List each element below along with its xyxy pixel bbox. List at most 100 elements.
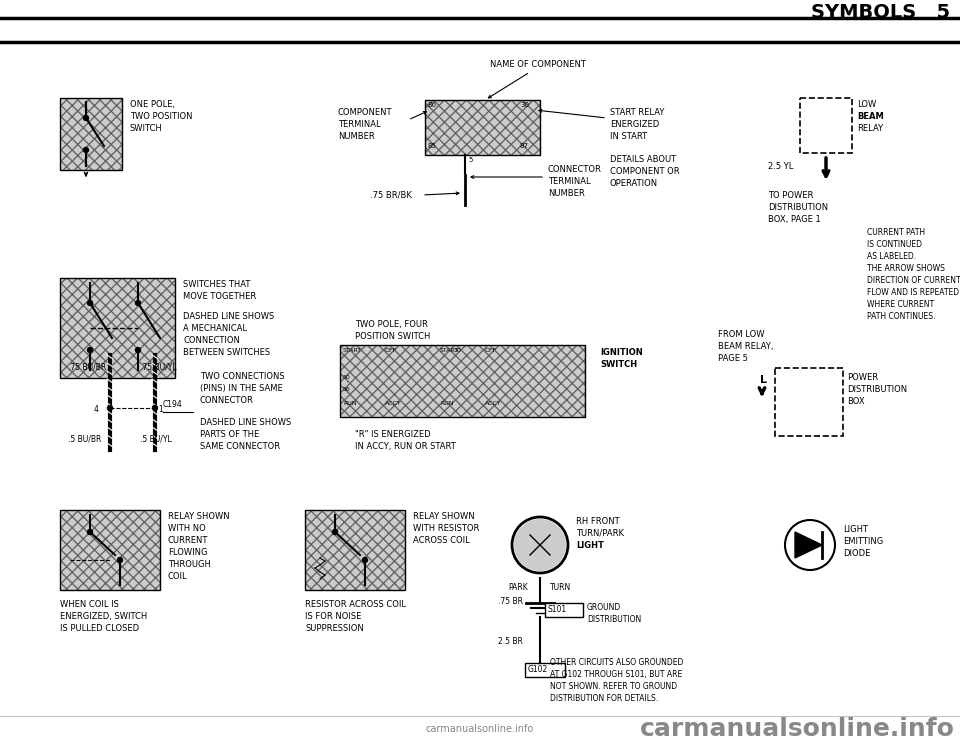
Text: 85: 85: [427, 143, 436, 149]
Bar: [60, 278, 175, 378]
Text: CURRENT: CURRENT: [168, 536, 208, 545]
Text: ENERGIZED, SWITCH: ENERGIZED, SWITCH: [60, 612, 147, 621]
Text: TO POWER: TO POWER: [768, 191, 813, 200]
Text: FLOWING: FLOWING: [168, 548, 207, 557]
Text: SWITCHES THAT: SWITCHES THAT: [183, 280, 251, 289]
Bar: [60, 510, 160, 590]
Text: OPERATION: OPERATION: [610, 179, 659, 188]
Text: RUN: RUN: [440, 401, 453, 406]
Text: THE ARROW SHOWS: THE ARROW SHOWS: [867, 264, 945, 273]
Text: TERMINAL: TERMINAL: [338, 120, 380, 129]
Text: OFF: OFF: [485, 348, 497, 353]
Text: G102: G102: [528, 665, 548, 674]
Text: COMPONENT: COMPONENT: [338, 108, 393, 117]
Text: .5 BU/BR: .5 BU/BR: [68, 435, 102, 444]
Text: carmanualsonline.info: carmanualsonline.info: [640, 717, 955, 741]
Text: C194: C194: [163, 400, 182, 409]
Text: LIGHT: LIGHT: [576, 541, 604, 550]
Text: CONNECTOR: CONNECTOR: [200, 396, 253, 405]
Text: .75 BU/YL: .75 BU/YL: [140, 363, 177, 372]
Circle shape: [87, 348, 92, 353]
Text: .75 BR/BK: .75 BR/BK: [370, 190, 412, 199]
Text: IS CONTINUED: IS CONTINUED: [867, 240, 922, 249]
Bar: [425, 100, 540, 155]
Text: DISTRIBUTION FOR DETAILS.: DISTRIBUTION FOR DETAILS.: [550, 694, 659, 703]
Text: RELAY SHOWN: RELAY SHOWN: [413, 512, 474, 521]
Text: DISTRIBUTION: DISTRIBUTION: [768, 203, 828, 212]
Circle shape: [84, 116, 88, 121]
Bar: [340, 345, 585, 417]
Text: RELAY SHOWN: RELAY SHOWN: [168, 512, 229, 521]
Text: TURN: TURN: [550, 583, 571, 592]
Circle shape: [514, 519, 566, 571]
Text: RUN: RUN: [343, 401, 356, 406]
Text: PARTS OF THE: PARTS OF THE: [200, 430, 259, 439]
Text: SUPPRESSION: SUPPRESSION: [305, 624, 364, 633]
Text: 56: 56: [343, 387, 350, 392]
Text: 50: 50: [343, 375, 350, 380]
Text: FROM LOW: FROM LOW: [718, 330, 764, 339]
Polygon shape: [795, 532, 822, 558]
Text: THROUGH: THROUGH: [168, 560, 211, 569]
Text: ACROSS COIL: ACROSS COIL: [413, 536, 469, 545]
Bar: [425, 100, 540, 155]
Text: WITH RESISTOR: WITH RESISTOR: [413, 524, 479, 533]
Text: S101: S101: [548, 605, 567, 614]
Text: OTHER CIRCUITS ALSO GROUNDED: OTHER CIRCUITS ALSO GROUNDED: [550, 658, 684, 667]
Circle shape: [153, 406, 157, 410]
Text: TWO CONNECTIONS: TWO CONNECTIONS: [200, 372, 284, 381]
Text: RELAY: RELAY: [857, 124, 883, 133]
Text: ONE POLE,: ONE POLE,: [130, 100, 175, 109]
Text: SWITCH: SWITCH: [600, 360, 637, 369]
Text: 86: 86: [427, 102, 436, 108]
Text: NUMBER: NUMBER: [338, 132, 374, 141]
Text: AS LABELED.: AS LABELED.: [867, 252, 916, 261]
Text: EMITTING: EMITTING: [843, 537, 883, 546]
Text: 5: 5: [468, 157, 472, 163]
Text: DIRECTION OF CURRENT: DIRECTION OF CURRENT: [867, 276, 960, 285]
Text: .75 BR: .75 BR: [498, 597, 523, 606]
Text: 30: 30: [520, 102, 529, 108]
Circle shape: [84, 148, 88, 152]
Text: CONNECTOR: CONNECTOR: [548, 165, 602, 174]
Text: "R" IS ENERGIZED: "R" IS ENERGIZED: [355, 430, 431, 439]
Text: CONNECTION: CONNECTION: [183, 336, 240, 345]
Text: TURN/PARK: TURN/PARK: [576, 529, 624, 538]
Text: COIL: COIL: [168, 572, 187, 581]
Text: 2.5 BR: 2.5 BR: [498, 637, 523, 646]
Circle shape: [108, 406, 112, 410]
Text: GROUND: GROUND: [587, 603, 621, 612]
Text: MOVE TOGETHER: MOVE TOGETHER: [183, 292, 256, 301]
Bar: [525, 663, 565, 677]
Text: NAME OF COMPONENT: NAME OF COMPONENT: [490, 60, 586, 69]
Bar: [60, 98, 122, 170]
Text: 4: 4: [93, 405, 98, 414]
Text: 1: 1: [158, 405, 163, 414]
Bar: [60, 278, 175, 378]
Text: L: L: [760, 375, 767, 385]
Bar: [340, 345, 585, 417]
Text: FLOW AND IS REPEATED: FLOW AND IS REPEATED: [867, 288, 959, 297]
Text: IN START: IN START: [610, 132, 647, 141]
Text: DASHED LINE SHOWS: DASHED LINE SHOWS: [200, 418, 291, 427]
Text: PAGE 5: PAGE 5: [718, 354, 748, 363]
Text: PARK: PARK: [508, 583, 528, 592]
Text: 2.5 YL: 2.5 YL: [768, 162, 793, 171]
Text: 30: 30: [454, 348, 462, 353]
Text: COMPONENT OR: COMPONENT OR: [610, 167, 680, 176]
Bar: [775, 368, 843, 436]
Text: A MECHANICAL: A MECHANICAL: [183, 324, 247, 333]
Text: DASHED LINE SHOWS: DASHED LINE SHOWS: [183, 312, 275, 321]
Text: START RELAY: START RELAY: [610, 108, 664, 117]
Text: DIODE: DIODE: [843, 549, 871, 558]
Text: AT G102 THROUGH S101, BUT ARE: AT G102 THROUGH S101, BUT ARE: [550, 670, 683, 679]
Text: SAME CONNECTOR: SAME CONNECTOR: [200, 442, 280, 451]
Bar: [60, 98, 122, 170]
Text: START: START: [343, 348, 362, 353]
Text: .5 BU/YL: .5 BU/YL: [140, 435, 172, 444]
Bar: [305, 510, 405, 590]
Text: LOW: LOW: [857, 100, 876, 109]
Text: IGNITION: IGNITION: [600, 348, 643, 357]
Bar: [800, 98, 852, 153]
Text: carmanualsonline.info: carmanualsonline.info: [426, 724, 534, 734]
